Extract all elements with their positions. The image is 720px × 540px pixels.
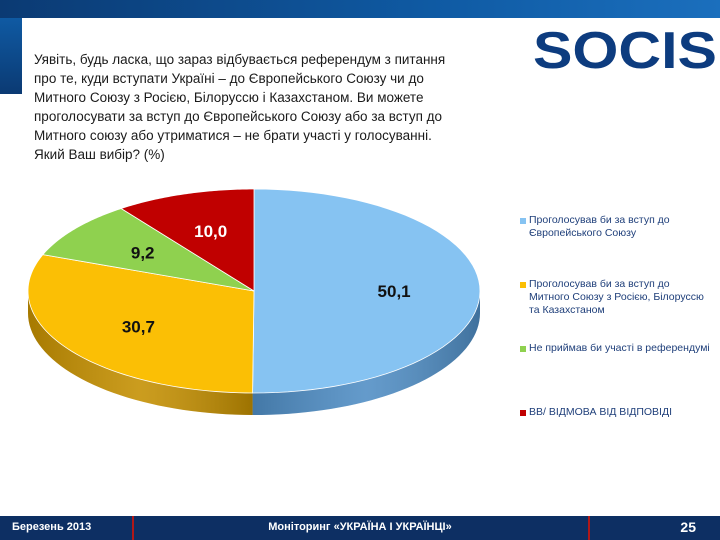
legend-item: Не приймав би участі в референдумі [520,342,710,406]
pie-slice [120,188,255,292]
pie-data-label: 9,2 [131,244,155,263]
socis-logo: SOCIS [533,22,717,76]
legend-swatch [520,410,526,416]
pie-slice [27,254,255,394]
legend-label: Не приймав би участі в референдумі [529,342,710,354]
pie-side-shade [252,291,480,415]
pie-tops [27,188,481,394]
legend-item: Проголосував би за вступ до Митного Союз… [520,278,710,342]
pie-labels: 50,1 30,7 9,2 10,0 [122,222,411,337]
pie-side-shade [28,291,253,415]
pie-data-label: 30,7 [122,318,155,337]
footer-separator [588,516,590,540]
pie-slice [42,208,255,292]
top-band [0,0,720,18]
legend: Проголосував би за вступ до Європейськог… [520,214,710,470]
pie-slice [252,188,481,394]
pie-data-label: 10,0 [194,222,227,241]
legend-swatch [520,346,526,352]
legend-item: Проголосував би за вступ до Європейськог… [520,214,710,278]
footer-date: Березень 2013 [12,521,92,533]
legend-item: ВВ/ ВІДМОВА ВІД ВІДПОВІДІ [520,406,710,470]
page-number: 25 [680,519,696,535]
legend-label: ВВ/ ВІДМОВА ВІД ВІДПОВІДІ [529,406,673,418]
footer-separator [132,516,134,540]
legend-label: Проголосував би за вступ до Митного Союз… [529,278,704,316]
footer: Березень 2013 Моніторинг «УКРАЇНА І УКРА… [0,516,720,540]
legend-label: Проголосував би за вступ до Європейськог… [529,214,670,239]
left-accent-bar [0,18,22,94]
legend-swatch [520,282,526,288]
logo-text: SOCIS [533,22,717,76]
question-text: Уявіть, будь ласка, що зараз відбуваєтьс… [34,52,446,162]
legend-swatch [520,218,526,224]
pie-data-label: 50,1 [378,282,411,301]
footer-title: Моніторинг «УКРАЇНА І УКРАЇНЦІ» [268,521,452,533]
pie-sides [28,291,480,415]
